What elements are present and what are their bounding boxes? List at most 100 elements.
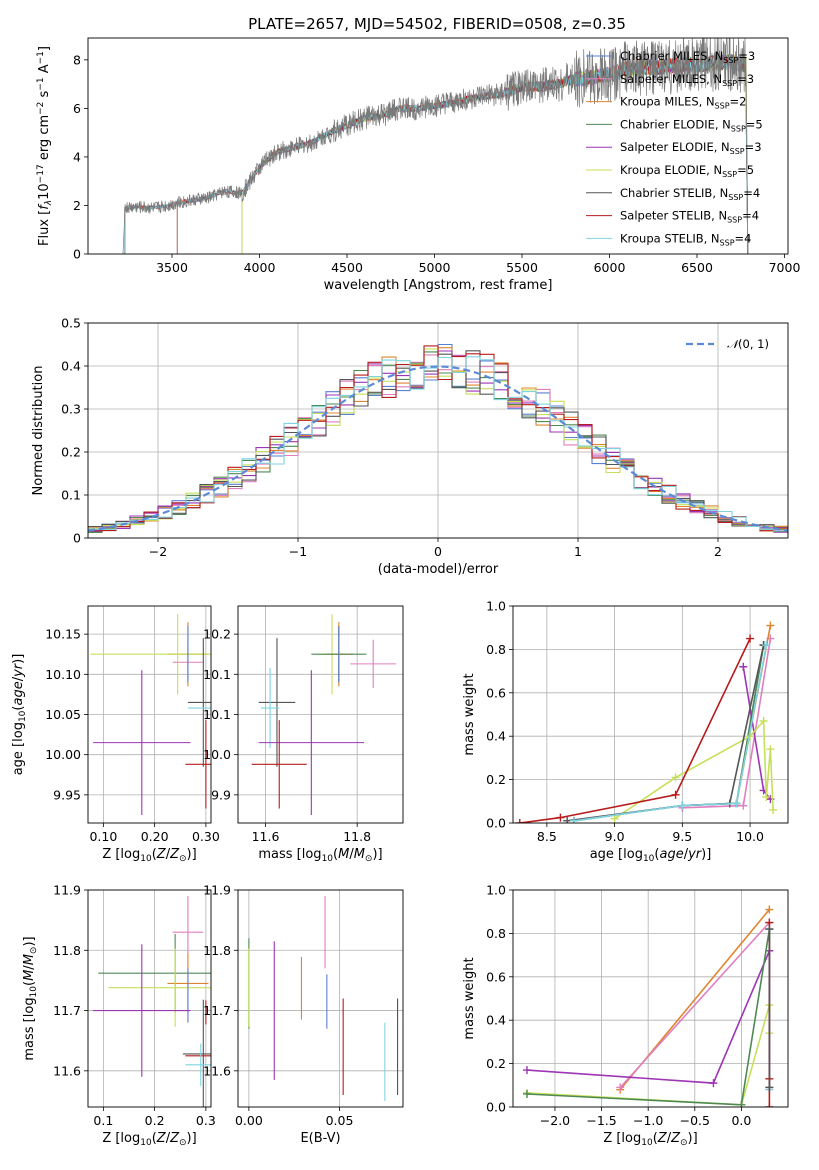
x-tick-label: 0.3 — [196, 1113, 216, 1128]
sfh-marker — [671, 773, 680, 782]
age-vs-mass-xlabel: mass [log10(M/M⊙)] — [258, 847, 382, 864]
x-tick-label: −2.0 — [540, 1113, 570, 1128]
sfh-age-ylabel: mass weight — [462, 673, 477, 755]
mass-vs-Z-ylabel: mass [log10(M/M⊙)] — [22, 936, 39, 1060]
mass-vs-ebv-xlabel: E(B-V) — [300, 1131, 340, 1146]
x-tick-label: −1.5 — [586, 1113, 616, 1128]
sfh-marker — [759, 717, 768, 726]
x-tick-label: 9.5 — [672, 829, 692, 844]
mass-vs-ebv-frame — [237, 889, 404, 1108]
y-tick-label: 4 — [73, 149, 81, 164]
x-tick-label: 11.6 — [252, 829, 280, 844]
y-tick-label: 0.0 — [486, 1100, 506, 1115]
x-tick-label: 5500 — [506, 260, 538, 275]
sfh-age-axes: 8.5 9.0 9.5 10.0 0.0 0.2 0.4 0.6 0.8 1.0 — [486, 599, 788, 844]
sfh-age-frame — [512, 605, 789, 824]
spectrum-frame — [87, 37, 789, 255]
mass-vs-Z-xlabel: Z [log10(Z/Z⊙)] — [102, 1131, 196, 1148]
sfh-marker — [765, 1103, 774, 1107]
y-tick-label: 11.6 — [53, 1063, 81, 1078]
y-tick-label: 0.2 — [486, 1056, 506, 1071]
y-tick-label: 0.6 — [486, 969, 506, 984]
spectrum-data-line — [122, 38, 749, 254]
x-tick-label: 0.1 — [93, 1113, 113, 1128]
x-tick-label: 11.8 — [343, 829, 371, 844]
sfh-Z-frame — [512, 889, 789, 1108]
y-tick-label: 0.4 — [61, 359, 81, 374]
y-tick-label: 10.00 — [45, 747, 81, 762]
y-tick-label: 8 — [73, 52, 81, 67]
spectrum-xlabel: wavelength [Angstrom, rest frame] — [324, 278, 553, 293]
sfh-marker — [746, 634, 755, 643]
sfh-marker — [678, 801, 687, 810]
sfh-marker — [522, 1089, 531, 1098]
y-tick-label: 11.9 — [203, 883, 231, 898]
error-bar-point — [108, 948, 211, 1027]
error-bar-point — [185, 720, 211, 809]
y-tick-label: 0.3 — [61, 402, 81, 417]
error-bar-point — [258, 638, 296, 767]
sfh-marker — [739, 662, 748, 671]
legend-label: Salpeter STELIB, NSSP=4 — [620, 209, 759, 225]
sfh-marker — [563, 816, 572, 823]
sfh-marker — [709, 1079, 718, 1088]
mass-vs-Z-axes: 0.1 0.2 0.3 11.6 11.7 11.8 11.9 — [53, 883, 216, 1129]
x-tick-label: 1 — [574, 544, 582, 559]
y-tick-label: 9.9 — [211, 787, 231, 802]
x-tick-label: 0.10 — [89, 829, 117, 844]
y-tick-label: 0.2 — [61, 445, 81, 460]
x-tick-label: 6000 — [594, 260, 626, 275]
residuals-legend: 𝒩(0, 1) — [686, 337, 769, 351]
y-tick-label: 0 — [73, 247, 81, 262]
y-tick-label: 10.0 — [203, 747, 231, 762]
x-tick-label: −0.5 — [680, 1113, 710, 1128]
error-bar-point — [260, 667, 280, 749]
legend-label: Salpeter ELODIE, NSSP=3 — [620, 140, 762, 156]
legend-label: Kroupa ELODIE, NSSP=5 — [620, 163, 754, 179]
spectrum-ylabel: Flux [fλ10−17 erg cm−2 s−1 A−1] — [36, 46, 54, 246]
y-tick-label: 0.8 — [486, 642, 506, 657]
y-tick-label: 10.1 — [203, 667, 231, 682]
sfh-marker — [732, 799, 741, 808]
sfh-Z-axes: −2.0 −1.5 −1.0 −0.5 0.0 0.0 0.2 0.4 0.6 0.8 1.0 — [486, 883, 788, 1128]
y-tick-label: 0.8 — [486, 926, 506, 941]
y-tick-label: 11.7 — [53, 1003, 81, 1018]
sfh-marker — [522, 1066, 531, 1075]
x-tick-label: −2 — [149, 544, 167, 559]
sfh-marker — [765, 905, 774, 914]
x-tick-label: 5000 — [419, 260, 451, 275]
residuals-ylabel: Normed distribution — [31, 366, 46, 496]
sfh-marker — [737, 1100, 746, 1107]
y-tick-label: 10.05 — [45, 707, 81, 722]
age-vs-mass-frame — [237, 605, 404, 824]
age-vs-Z-xlabel: Z [log10(Z/Z⊙)] — [102, 847, 196, 864]
error-bar-point — [258, 670, 365, 815]
mass-vs-Z-frame — [87, 889, 212, 1108]
x-tick-label: 0.20 — [141, 829, 169, 844]
y-tick-label: 10.15 — [45, 627, 81, 642]
error-bar-point — [93, 670, 191, 815]
age-vs-Z-frame — [87, 605, 212, 824]
mass-vs-ebv-axes: 0.00 0.05 11.6 11.7 11.8 11.9 — [203, 883, 403, 1128]
x-tick-label: −1 — [289, 544, 307, 559]
x-tick-label: 8.5 — [537, 829, 557, 844]
x-tick-label: 2 — [714, 544, 722, 559]
error-bar-point — [90, 614, 211, 695]
age-vs-Z-axes: 0.10 0.20 0.30 9.95 10.00 10.05 10.10 10.15 — [45, 606, 220, 844]
error-bar-point — [185, 1043, 211, 1086]
y-tick-label: 0 — [73, 531, 81, 546]
x-tick-label: 4500 — [331, 260, 363, 275]
y-tick-label: 0.4 — [486, 1013, 506, 1028]
y-tick-label: 9.95 — [53, 787, 81, 802]
error-bar-point — [251, 720, 307, 809]
sfh-marker — [556, 813, 565, 822]
sfh-line — [573, 644, 768, 822]
y-tick-label: 11.9 — [53, 883, 81, 898]
sfh-marker — [769, 805, 778, 814]
sfh-line — [682, 638, 772, 809]
sfh-marker — [766, 621, 775, 630]
x-tick-label: 10.0 — [736, 829, 764, 844]
y-tick-label: 11.8 — [53, 943, 81, 958]
legend-label: Kroupa STELIB, NSSP=4 — [620, 231, 751, 247]
x-tick-label: 7000 — [769, 260, 801, 275]
